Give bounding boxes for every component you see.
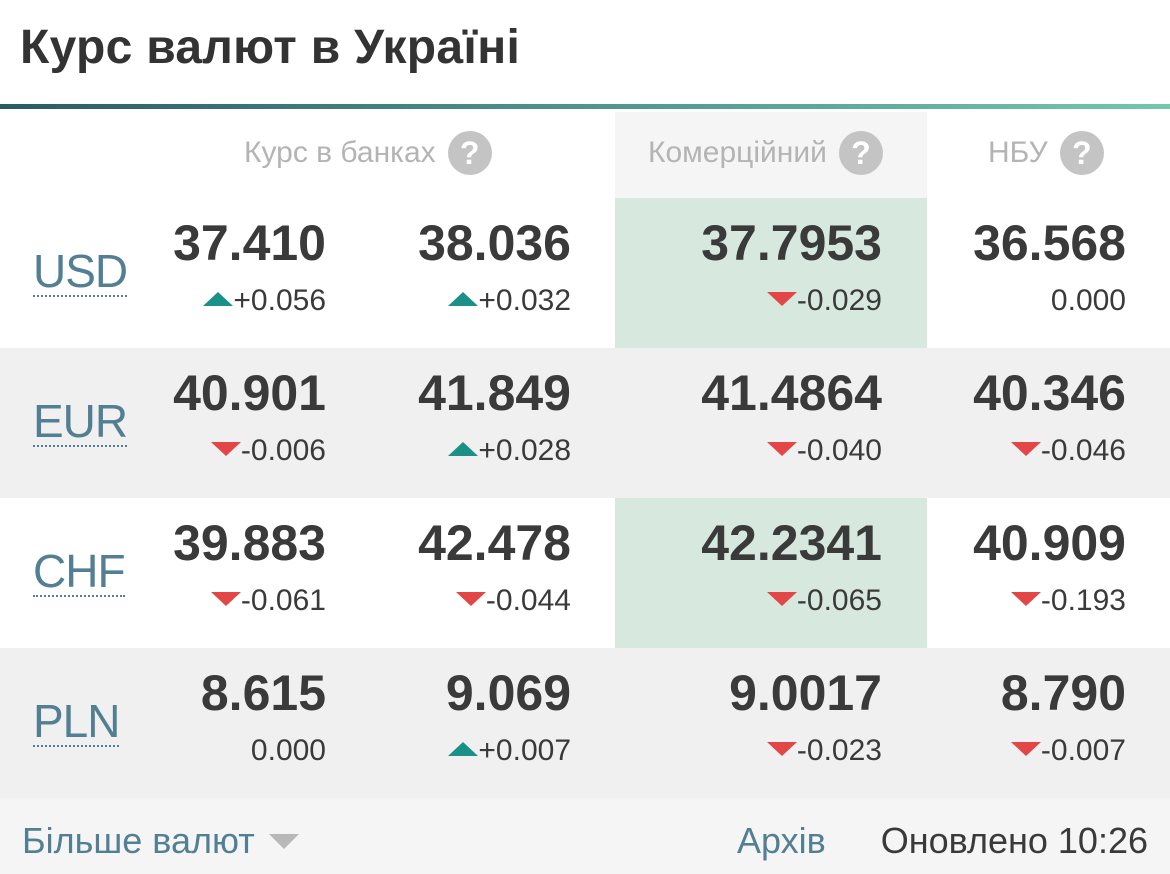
banks-sell-change: +0.007: [375, 734, 571, 768]
rate-row-usd: USD 37.410 +0.056 38.036 +0.032 37.7953 …: [0, 198, 1170, 348]
header-banks-label: Курс в банках: [244, 136, 436, 169]
triangle-down-icon: [766, 742, 797, 757]
rate-row-pln: PLN 8.615 0.000 9.069 +0.007 9.0017 -0.0…: [0, 648, 1170, 798]
header-commercial: Комерційний ?: [648, 130, 883, 176]
nbu-value: 36.568: [973, 215, 1126, 271]
footer-bar: Більше валют Архів Оновлено 10:26: [0, 798, 1170, 874]
rate-row-chf: CHF 39.883 -0.061 42.478 -0.044 42.2341 …: [0, 498, 1170, 648]
currency-link[interactable]: EUR: [33, 395, 128, 447]
more-currencies-label: Більше валют: [22, 820, 255, 861]
commercial-change: -0.023: [640, 734, 882, 768]
currency-link[interactable]: CHF: [33, 545, 126, 597]
nbu-value: 40.346: [973, 365, 1126, 421]
title-underline: [0, 104, 1170, 109]
nbu-value: 40.909: [973, 515, 1126, 571]
updated-time: Оновлено 10:26: [880, 820, 1148, 861]
commercial-value: 37.7953: [701, 215, 882, 271]
banks-buy-change: +0.056: [130, 284, 326, 318]
currency-link[interactable]: PLN: [33, 695, 120, 747]
banks-buy-value: 40.901: [173, 365, 326, 421]
archive-link[interactable]: Архів: [737, 820, 826, 861]
more-currencies-button[interactable]: Більше валют: [22, 820, 299, 862]
banks-sell-value: 42.478: [418, 515, 571, 571]
triangle-down-icon: [766, 442, 797, 457]
banks-sell-change: +0.028: [375, 434, 571, 468]
triangle-down-icon: [766, 592, 797, 607]
triangle-down-icon: [766, 292, 797, 307]
question-circle-icon[interactable]: ?: [1059, 131, 1104, 175]
banks-sell-value: 9.069: [445, 665, 571, 721]
nbu-change: 0.000: [1050, 284, 1126, 317]
question-circle-icon[interactable]: ?: [447, 131, 492, 175]
banks-buy-change: -0.061: [130, 584, 326, 618]
rate-row-eur: EUR 40.901 -0.006 41.849 +0.028 41.4864 …: [0, 348, 1170, 498]
banks-buy-value: 39.883: [173, 515, 326, 571]
nbu-change: -0.193: [930, 584, 1126, 618]
caret-down-icon: [268, 833, 299, 849]
banks-sell-value: 38.036: [418, 215, 571, 271]
banks-buy-change: -0.006: [130, 434, 326, 468]
triangle-down-icon: [210, 442, 241, 457]
banks-sell-change: +0.032: [375, 284, 571, 318]
commercial-value: 9.0017: [729, 665, 882, 721]
triangle-down-icon: [1010, 442, 1041, 457]
header-nbu: НБУ ?: [988, 130, 1104, 176]
commercial-value: 42.2341: [701, 515, 882, 571]
commercial-change: -0.065: [640, 584, 882, 618]
banks-buy-value: 8.615: [200, 665, 326, 721]
triangle-up-icon: [448, 292, 479, 307]
nbu-value: 8.790: [1000, 665, 1126, 721]
commercial-change: -0.029: [640, 284, 882, 318]
triangle-up-icon: [448, 442, 479, 457]
nbu-change: -0.046: [930, 434, 1126, 468]
banks-sell-value: 41.849: [418, 365, 571, 421]
question-circle-icon[interactable]: ?: [838, 131, 883, 175]
banks-buy-value: 37.410: [173, 215, 326, 271]
commercial-change: -0.040: [640, 434, 882, 468]
triangle-up-icon: [203, 292, 234, 307]
banks-sell-change: -0.044: [375, 584, 571, 618]
header-nbu-label: НБУ: [988, 136, 1048, 169]
triangle-down-icon: [1010, 742, 1041, 757]
header-banks: Курс в банках ?: [244, 130, 492, 176]
triangle-down-icon: [1010, 592, 1041, 607]
triangle-up-icon: [448, 742, 479, 757]
currency-link[interactable]: USD: [33, 245, 128, 297]
nbu-change: -0.007: [930, 734, 1126, 768]
header-commercial-label: Комерційний: [648, 136, 827, 169]
banks-buy-change: 0.000: [250, 734, 326, 767]
triangle-down-icon: [210, 592, 241, 607]
commercial-value: 41.4864: [701, 365, 882, 421]
page-title: Курс валют в Україні: [20, 21, 521, 74]
triangle-down-icon: [455, 592, 486, 607]
